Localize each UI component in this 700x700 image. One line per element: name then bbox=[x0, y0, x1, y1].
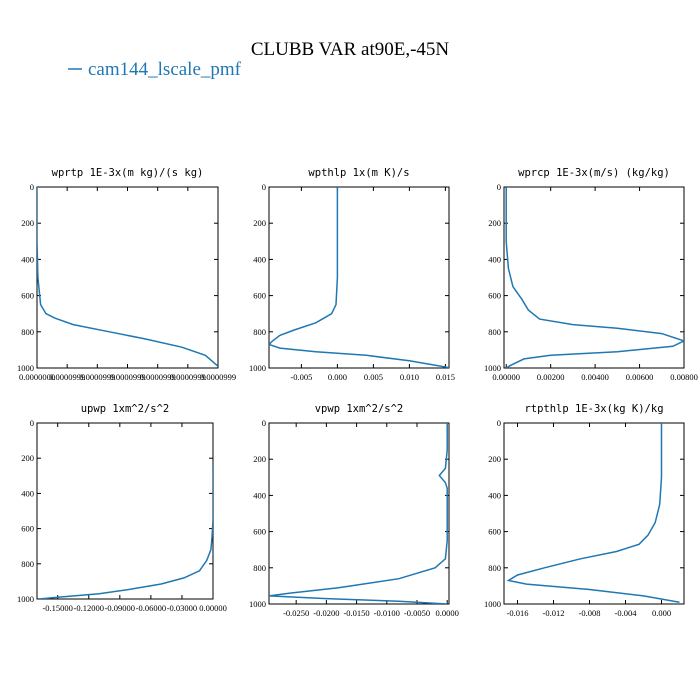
y-tick-label: 400 bbox=[488, 490, 501, 500]
x-tick-label: -0.03000 bbox=[167, 603, 197, 613]
x-tick-label: -0.012 bbox=[543, 608, 565, 618]
y-tick-label: 800 bbox=[488, 563, 501, 573]
y-tick-label: 1000 bbox=[249, 599, 266, 609]
x-tick-label: -0.06000 bbox=[136, 603, 166, 613]
x-tick-label: 0.0000999 bbox=[170, 372, 206, 382]
x-tick-label: -0.016 bbox=[507, 608, 529, 618]
y-tick-label: 0 bbox=[497, 182, 501, 192]
x-tick-label: -0.09000 bbox=[105, 603, 135, 613]
x-tick-label: -0.0250 bbox=[283, 608, 309, 618]
x-tick-label: -0.005 bbox=[290, 372, 312, 382]
x-tick-label: 0.005 bbox=[364, 372, 383, 382]
x-tick-label: 0.0000999 bbox=[109, 372, 145, 382]
series-line-1 bbox=[39, 465, 213, 599]
y-tick-label: 800 bbox=[253, 563, 266, 573]
x-tick-label: -0.0050 bbox=[404, 608, 430, 618]
plot-frame bbox=[503, 186, 685, 369]
y-tick-label: 400 bbox=[21, 488, 34, 498]
y-tick-label: 400 bbox=[253, 490, 266, 500]
chart-panel-1: wprtp 1E-3x(m kg)/(s kg) 0 200 400 600 800 100… bbox=[17, 167, 236, 382]
y-tick-label: 600 bbox=[253, 527, 266, 537]
x-tick-label: 0.0000000 bbox=[19, 372, 55, 382]
x-tick-label: 0.00000 bbox=[199, 603, 227, 613]
x-tick-label: -0.12000 bbox=[74, 603, 104, 613]
y-tick-label: 200 bbox=[21, 453, 34, 463]
plot-frame bbox=[268, 186, 450, 369]
y-tick-label: 800 bbox=[253, 327, 266, 337]
y-tick-label: 0 bbox=[262, 418, 266, 428]
x-tick-label: 0.00600 bbox=[626, 372, 654, 382]
x-tick-label: 0.010 bbox=[400, 372, 419, 382]
x-tick-label: -0.0150 bbox=[343, 608, 369, 618]
y-tick-label: 400 bbox=[21, 254, 34, 264]
x-tick-label: 0.000 bbox=[328, 372, 347, 382]
chart-panel-3: wprcp 1E-3x(m/s) (kg/kg) 0 200 400 600 800 100… bbox=[484, 167, 698, 382]
y-tick-label: 1000 bbox=[17, 594, 34, 604]
x-tick-label: 0.0000999 bbox=[49, 372, 85, 382]
y-tick-label: 0 bbox=[262, 182, 266, 192]
y-tick-label: 600 bbox=[253, 291, 266, 301]
plot-frame bbox=[36, 422, 214, 600]
series-line-1 bbox=[269, 187, 449, 368]
y-tick-label: 1000 bbox=[17, 363, 34, 373]
y-tick-label: 200 bbox=[488, 454, 501, 464]
x-tick-label: 0.0000 bbox=[436, 608, 459, 618]
x-tick-label: 0.0000999 bbox=[200, 372, 236, 382]
plot-frame bbox=[36, 186, 219, 369]
y-tick-label: 600 bbox=[21, 291, 34, 301]
y-tick-label: 1000 bbox=[249, 363, 266, 373]
x-tick-label: -0.0200 bbox=[313, 608, 339, 618]
y-tick-label: 200 bbox=[253, 454, 266, 464]
series-line-1 bbox=[505, 187, 684, 368]
x-tick-label: 0.015 bbox=[436, 372, 455, 382]
panel-title: wpthlp 1x(m K)/s bbox=[308, 167, 409, 179]
y-tick-label: 800 bbox=[21, 327, 34, 337]
x-tick-label: -0.0100 bbox=[374, 608, 400, 618]
y-tick-label: 800 bbox=[488, 327, 501, 337]
x-tick-label: 0.0000999 bbox=[79, 372, 115, 382]
x-tick-label: 0.00800 bbox=[670, 372, 698, 382]
panel-title: wprtp 1E-3x(m kg)/(s kg) bbox=[52, 167, 204, 179]
legend: cam144_lscale_pmf bbox=[68, 59, 242, 80]
y-tick-label: 400 bbox=[488, 254, 501, 264]
x-tick-label: 0.0000999 bbox=[140, 372, 176, 382]
y-tick-label: 1000 bbox=[484, 599, 501, 609]
plot-frame bbox=[503, 422, 685, 605]
plot-frame bbox=[268, 422, 450, 605]
y-tick-label: 0 bbox=[30, 418, 34, 428]
x-tick-label: -0.004 bbox=[615, 608, 638, 618]
panel-title: wprcp 1E-3x(m/s) (kg/kg) bbox=[518, 167, 670, 179]
chart-panel-6: rtpthlp 1E-3x(kg K)/kg02004006008001000-… bbox=[484, 403, 685, 618]
figure-title: CLUBB VAR at90E,-45N bbox=[251, 39, 450, 60]
chart-panel-2: wpthlp 1x(m K)/s 0 200 400 600 800 1000 -0.005 0… bbox=[249, 167, 455, 382]
panel-title: rtpthlp 1E-3x(kg K)/kg bbox=[524, 403, 663, 415]
legend-label: cam144_lscale_pmf bbox=[88, 59, 242, 80]
series-line-1 bbox=[506, 423, 680, 603]
y-tick-label: 800 bbox=[21, 559, 34, 569]
series-line-1 bbox=[37, 187, 218, 367]
y-tick-label: 600 bbox=[21, 524, 34, 534]
panel-title: vpwp 1xm^2/s^2 bbox=[315, 403, 404, 415]
x-tick-label: 0.00000 bbox=[492, 372, 520, 382]
y-tick-label: 0 bbox=[497, 418, 501, 428]
y-tick-label: 200 bbox=[488, 218, 501, 228]
panel-grid: wprtp 1E-3x(m kg)/(s kg) 0 200 400 600 800 100… bbox=[17, 167, 698, 618]
y-tick-label: 400 bbox=[253, 254, 266, 264]
y-tick-label: 1000 bbox=[484, 363, 501, 373]
panel-title: upwp 1xm^2/s^2 bbox=[81, 403, 170, 415]
x-tick-label: 0.00400 bbox=[581, 372, 609, 382]
y-tick-label: 200 bbox=[253, 218, 266, 228]
y-tick-label: 600 bbox=[488, 291, 501, 301]
y-tick-label: 200 bbox=[21, 218, 34, 228]
x-tick-label: -0.15000 bbox=[42, 603, 72, 613]
y-tick-label: 0 bbox=[30, 182, 34, 192]
x-tick-label: 0.00200 bbox=[537, 372, 565, 382]
x-tick-label: -0.008 bbox=[579, 608, 601, 618]
y-tick-label: 600 bbox=[488, 527, 501, 537]
chart-panel-5: vpwp 1xm^2/s^2 0 200 400 600 800 1000 -0.0250 -0… bbox=[249, 403, 459, 618]
chart-panel-4: upwp 1xm^2/s^202004006008001000-0.15000-… bbox=[17, 403, 227, 613]
x-tick-label: 0.000 bbox=[652, 608, 671, 618]
series-line-1 bbox=[269, 423, 448, 604]
